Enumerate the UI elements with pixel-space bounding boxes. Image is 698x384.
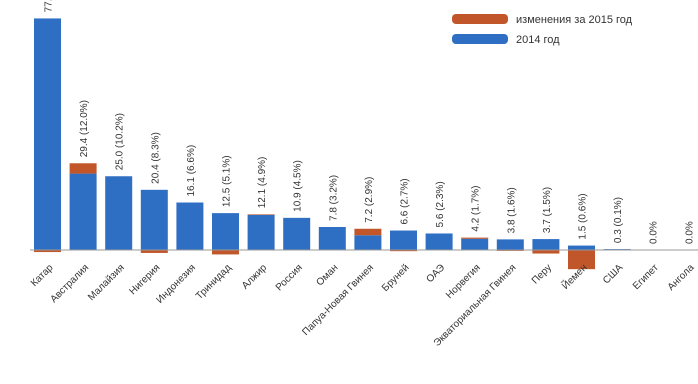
- x-tick-label: Папуа-Новая Гвинея: [300, 262, 376, 338]
- data-label: 7.8 (3.2%): [328, 175, 339, 221]
- x-tick-label: Алжир: [240, 262, 270, 292]
- bar-2014: [568, 245, 595, 250]
- data-label: 0.0%: [684, 221, 695, 244]
- chart-legend: изменения за 2015 год 2014 год: [452, 14, 633, 46]
- bar-2014: [34, 18, 61, 250]
- bar-series: [34, 18, 631, 270]
- x-tick-label: Россия: [274, 262, 305, 293]
- x-tick-label: Перу: [530, 262, 554, 286]
- data-label: 20.4 (8.3%): [150, 132, 161, 184]
- x-tick-label: Оман: [314, 262, 340, 288]
- data-label: 0.3 (0.1%): [613, 197, 624, 243]
- x-tick-label: Малайзия: [86, 262, 127, 303]
- x-tick-label: Бруней: [380, 262, 412, 294]
- data-label: 25.0 (10.2%): [115, 113, 126, 170]
- x-tick-label: ОАЭ: [424, 262, 447, 285]
- bar-2014: [461, 238, 489, 250]
- legend-swatch: [452, 34, 508, 44]
- data-label: 10.9 (4.5%): [293, 160, 304, 212]
- data-label: 4.2 (1.7%): [471, 185, 482, 231]
- bar-2014: [318, 226, 346, 250]
- bar-2014: [496, 239, 524, 250]
- bar-2014: [69, 173, 97, 250]
- legend-swatch: [452, 14, 508, 24]
- bar-change-2015: [568, 250, 595, 270]
- bar-2014: [212, 213, 239, 250]
- bar-change-2015: [140, 250, 168, 253]
- bar-2014: [247, 214, 275, 250]
- data-label: 16.1 (6.6%): [186, 145, 197, 197]
- data-label: 12.5 (5.1%): [222, 155, 233, 207]
- data-label: 1.5 (0.6%): [578, 193, 589, 239]
- bar-change-2015: [354, 228, 382, 236]
- bar-change-2015: [212, 250, 239, 255]
- bar-2014: [425, 233, 453, 250]
- data-label: 5.6 (2.3%): [435, 181, 446, 227]
- bar-change-2015: [390, 250, 417, 252]
- bar-2014: [105, 176, 133, 250]
- data-label: 7.2 (2.9%): [364, 177, 375, 223]
- data-label: 3.8 (1.6%): [506, 187, 517, 233]
- x-tick-label: Ангола: [666, 262, 697, 293]
- legend-label: 2014 год: [516, 34, 560, 46]
- bar-2014: [283, 217, 311, 250]
- data-label: 77.8 (31.8%): [44, 0, 55, 12]
- legend-label: изменения за 2015 год: [516, 14, 633, 26]
- bar-2014: [176, 202, 204, 250]
- x-tick-label: Египет: [631, 262, 661, 292]
- bar-2014: [140, 189, 168, 250]
- bar-change-2015: [532, 250, 560, 254]
- data-label: 3.7 (1.5%): [542, 187, 553, 233]
- x-tick-label: Тринидад: [194, 262, 234, 302]
- x-tick-label: США: [601, 262, 625, 286]
- data-label: 29.4 (12.0%): [79, 100, 90, 157]
- data-label: 0.0%: [649, 221, 660, 244]
- bar-2014: [354, 235, 382, 250]
- bar-change-2015: [69, 163, 97, 174]
- bar-2014: [532, 239, 560, 250]
- data-label: 6.6 (2.7%): [400, 178, 411, 224]
- data-label: 12.1 (4.9%): [257, 157, 268, 209]
- bar-change-2015: [247, 214, 275, 215]
- x-tick-label: Австралия: [48, 262, 91, 305]
- data-labels: 77.8 (31.8%) 29.4 (12.0%) 25.0 (10.2%) 20.4…: [44, 0, 696, 244]
- x-tick-label: Катар: [29, 262, 56, 289]
- x-tick-label: Нигерия: [128, 262, 163, 297]
- bar-change-2015: [461, 237, 489, 239]
- bar-2014: [390, 230, 417, 250]
- bar-change-2015: [34, 250, 61, 253]
